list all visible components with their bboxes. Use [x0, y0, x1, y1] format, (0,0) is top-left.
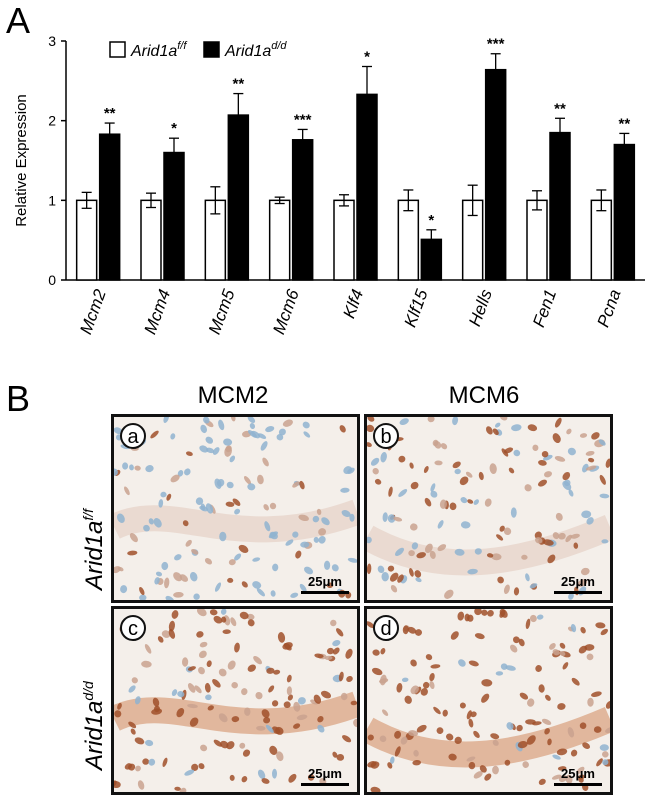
- y-tick-label: 3: [48, 33, 56, 49]
- significance-mark: *: [171, 120, 177, 137]
- bar-fen1-ff: [526, 199, 548, 281]
- tissue-image-d: [367, 609, 610, 792]
- tissue-image-c: [114, 609, 357, 792]
- bar-pcna-ff: [590, 199, 613, 281]
- x-tick-label-mcm4: Mcm4: [141, 287, 175, 337]
- x-tick-label-mcm2: Mcm2: [76, 286, 110, 336]
- x-tick-label-klf15: Klf15: [400, 286, 431, 329]
- legend-label-dd: Arid1ad/d: [224, 40, 287, 60]
- bar-mcm6-dd: [291, 139, 314, 281]
- subpanel-label-b: b: [373, 423, 399, 449]
- x-tick-label-pcna: Pcna: [593, 287, 624, 330]
- micrograph-a: a 25μm: [111, 414, 360, 603]
- bar-mcm4-ff: [140, 199, 162, 281]
- subpanel-label-d: d: [373, 615, 399, 641]
- legend-swatch-ff: [109, 41, 126, 58]
- significance-mark: ***: [487, 36, 505, 53]
- column-title-mcm2: MCM2: [197, 382, 269, 409]
- legend-swatch-dd: [203, 41, 220, 58]
- significance-mark: *: [364, 48, 370, 65]
- significance-mark: **: [618, 115, 630, 132]
- x-tick-label-hells: Hells: [465, 286, 496, 328]
- panel-b-label: B: [6, 378, 31, 419]
- bar-mcm4-dd: [163, 151, 185, 281]
- micrograph-b: b 25μm: [364, 414, 613, 603]
- tissue-image-a: [114, 417, 357, 600]
- bar-mcm6-ff: [268, 199, 291, 281]
- row-title-arid1a-ff: Arid1af/f: [80, 508, 108, 590]
- significance-mark: **: [104, 105, 116, 122]
- bar-mcm5-dd: [227, 114, 250, 281]
- bar-klf15-ff: [397, 199, 420, 281]
- y-tick-label: 0: [48, 272, 56, 288]
- legend-label-ff: Arid1af/f: [130, 40, 187, 60]
- bar-klf4-ff: [333, 199, 355, 281]
- x-tick-label-mcm5: Mcm5: [205, 286, 239, 336]
- panel-a-label: A: [6, 0, 31, 41]
- micrograph-d: d 25μm: [364, 606, 613, 795]
- scale-bar-d: 25μm: [554, 766, 602, 786]
- subpanel-label-a: a: [120, 423, 146, 449]
- y-tick-label: 2: [48, 113, 56, 129]
- scale-bar-c: 25μm: [301, 766, 349, 786]
- significance-mark: ***: [294, 111, 312, 128]
- bar-hells-dd: [484, 68, 507, 281]
- micrograph-c: c 25μm: [111, 606, 360, 795]
- significance-mark: **: [232, 76, 244, 93]
- scale-bar-b: 25μm: [554, 574, 602, 594]
- row-title-arid1a-dd: Arid1ad/d: [80, 681, 108, 770]
- bar-fen1-dd: [549, 131, 571, 281]
- y-axis-label: Relative Expression: [13, 94, 30, 227]
- x-tick-label-mcm6: Mcm6: [269, 286, 303, 336]
- bar-pcna-dd: [613, 143, 636, 281]
- bar-mcm2-dd: [98, 133, 121, 281]
- y-tick-label: 1: [48, 192, 56, 208]
- tissue-image-b: [367, 417, 610, 600]
- subpanel-label-c: c: [120, 615, 146, 641]
- column-title-mcm6: MCM6: [448, 382, 520, 409]
- bar-mcm2-ff: [75, 199, 98, 281]
- x-tick-label-fen1: Fen1: [529, 287, 560, 330]
- x-tick-label-klf4: Klf4: [339, 287, 367, 321]
- significance-mark: *: [428, 212, 434, 229]
- scale-bar-a: 25μm: [301, 574, 349, 594]
- significance-mark: **: [554, 100, 566, 117]
- bar-klf15-dd: [420, 238, 443, 281]
- bar-klf4-dd: [356, 93, 378, 281]
